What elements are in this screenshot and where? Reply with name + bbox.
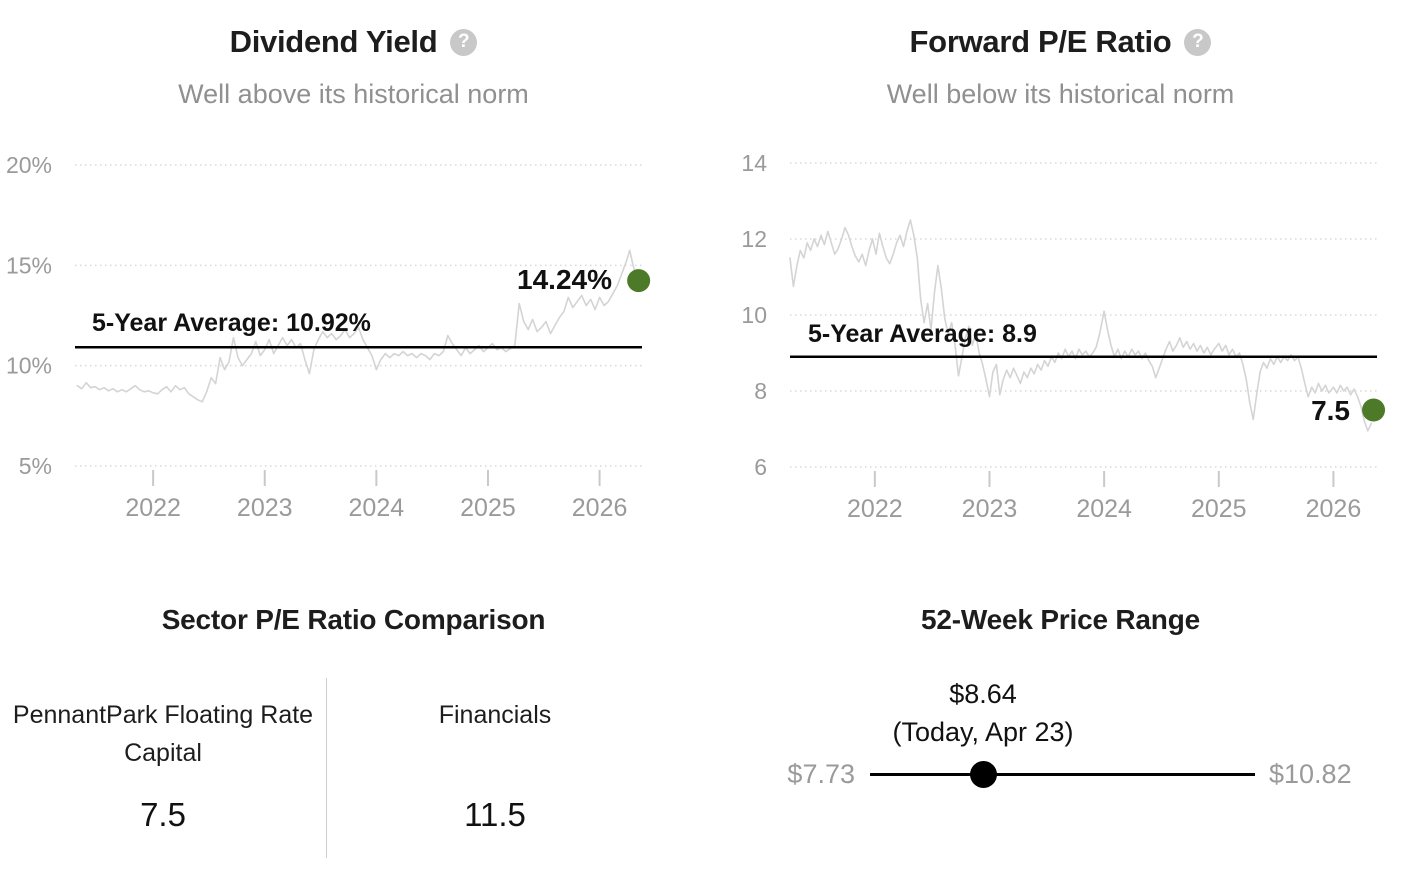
y-tick-label: 6 xyxy=(754,454,767,480)
sector-name-label: Financials xyxy=(438,701,552,729)
current-price-marker[interactable] xyxy=(969,761,997,788)
range-high-label: $10.82 xyxy=(1269,759,1352,789)
dividend-yield-plot: 20% 15% 10% 5% 2022 2023 2024 2025 2026 xyxy=(6,152,651,522)
forward-pe-plot: 14 12 10 8 6 2022 2023 2024 2025 2026 xyxy=(741,150,1386,523)
x-tick-label: 2025 xyxy=(1191,495,1247,523)
help-icon[interactable]: ? xyxy=(1184,28,1212,56)
section-title: 52-Week Price Range xyxy=(921,604,1200,635)
sector-pe-comparison-panel: Sector P/E Ratio Comparison PennantPark … xyxy=(0,560,707,874)
company-name-label: PennantPark Floating Rate Capital xyxy=(12,701,314,767)
forward-pe-title-row: Forward P/E Ratio ? xyxy=(707,24,1414,60)
current-price-label: $8.64 xyxy=(949,679,1017,709)
y-tick-label: 15% xyxy=(6,252,52,278)
column-divider xyxy=(326,678,327,858)
y-tick-label: 14 xyxy=(741,150,767,176)
y-tick-label: 12 xyxy=(741,226,767,252)
x-tick-label: 2026 xyxy=(572,494,628,522)
x-tick-label: 2026 xyxy=(1306,495,1362,523)
x-tick-label: 2023 xyxy=(237,494,293,522)
y-tick-label: 10% xyxy=(6,353,52,379)
dividend-yield-title-row: Dividend Yield ? xyxy=(0,24,707,60)
y-tick-label: 5% xyxy=(19,453,52,479)
x-tick-label: 2024 xyxy=(1076,495,1132,523)
series-line xyxy=(789,219,1373,432)
x-tick-label: 2023 xyxy=(962,495,1018,523)
chart-subtitle: Well above its historical norm xyxy=(178,79,529,109)
help-icon[interactable]: ? xyxy=(450,28,478,56)
series-line xyxy=(76,249,640,403)
x-tick-label: 2022 xyxy=(125,494,181,522)
x-tick-label: 2022 xyxy=(847,495,903,523)
price-range-track xyxy=(870,773,1255,776)
range-low-label: $7.73 xyxy=(787,759,855,789)
chart-subtitle: Well below its historical norm xyxy=(886,79,1235,109)
y-tick-label: 20% xyxy=(6,152,52,178)
dividend-yield-panel: Dividend Yield ? Well above its historic… xyxy=(0,0,707,560)
current-price-date: (Today, Apr 23) xyxy=(892,717,1074,747)
chart-title: Dividend Yield xyxy=(229,24,438,59)
sector-pe-value: 11.5 xyxy=(464,796,526,833)
average-line-label: 5-Year Average: 8.9 xyxy=(808,320,1037,348)
y-tick-label: 10 xyxy=(741,302,767,328)
x-tick-label: 2025 xyxy=(460,494,516,522)
average-line-label: 5-Year Average: 10.92% xyxy=(92,309,371,337)
chart-title: Forward P/E Ratio xyxy=(909,24,1172,59)
y-tick-label: 8 xyxy=(754,378,767,404)
x-tick-label: 2024 xyxy=(349,494,405,522)
price-range-panel: 52-Week Price Range $8.64 (Today, Apr 23… xyxy=(707,560,1414,874)
current-value-label: 14.24% xyxy=(517,264,612,295)
current-value-dot[interactable] xyxy=(627,269,651,293)
current-value-dot[interactable] xyxy=(1362,398,1386,422)
company-pe-value: 7.5 xyxy=(140,796,186,833)
current-value-label: 7.5 xyxy=(1311,395,1350,426)
forward-pe-panel: Forward P/E Ratio ? Well below its histo… xyxy=(707,0,1414,560)
section-title: Sector P/E Ratio Comparison xyxy=(161,604,546,635)
